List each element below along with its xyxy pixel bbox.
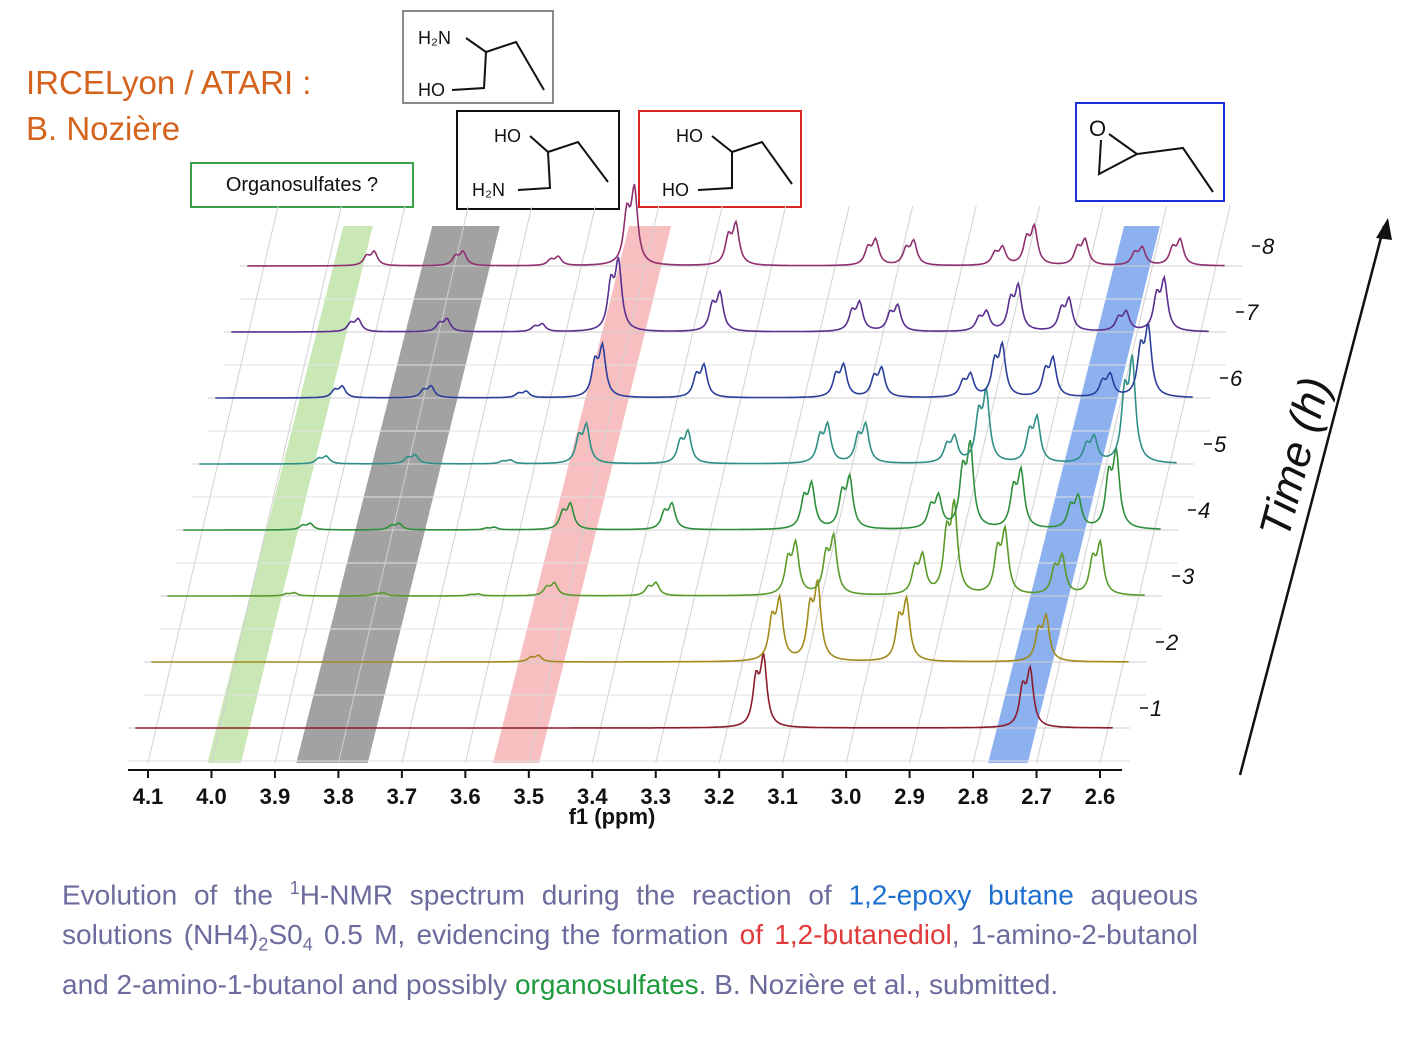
- grid-col-line: [972, 205, 1104, 764]
- time-axis: 1 2 3 4 5 6 7 8: [1140, 234, 1275, 721]
- amino1-skeleton: H₂N HO: [418, 28, 545, 100]
- time-axis-label: Time (h): [1250, 372, 1340, 543]
- spectrum-series: [199, 354, 1177, 465]
- grid-col-line: [1099, 205, 1231, 764]
- structure-1-2-butanediol: HO HO: [638, 110, 802, 208]
- caption-part-6: , 1-amino-2-butanol and 2-amino-1-butano…: [62, 919, 1199, 1000]
- caption-sub-1: 2: [258, 934, 269, 955]
- grid-col-line: [401, 205, 533, 764]
- caption-organosulfates: organosulfates: [514, 968, 699, 1000]
- spectrum-series: [215, 322, 1193, 399]
- time-tick-label: 5: [1214, 432, 1227, 457]
- spectrum-series: [231, 256, 1209, 333]
- x-tick-label: 3.0: [831, 784, 862, 809]
- amino2-top-label: HO: [494, 126, 521, 146]
- x-tick-label: 3.4: [577, 784, 608, 809]
- time-arrow-line: [1238, 225, 1386, 776]
- spectrum-series: [135, 652, 1113, 729]
- epoxide-oxygen-label: O: [1089, 116, 1106, 141]
- grid-col-line: [528, 205, 660, 764]
- epoxide-skeleton: O: [1089, 116, 1214, 193]
- caption-epoxy: 1,2-epoxy butane: [848, 879, 1074, 911]
- spectrum-series: [167, 498, 1145, 597]
- diol-skeleton: HO HO: [662, 126, 793, 200]
- time-tick-label: 8: [1262, 234, 1275, 259]
- caption-part-2: H-NMR spectrum during the reaction of: [299, 879, 849, 911]
- caption-sub-2: 4: [302, 934, 313, 955]
- spectra-series: [135, 183, 1225, 729]
- x-tick-label: 4.1: [133, 784, 164, 809]
- time-tick-label: 4: [1198, 498, 1210, 523]
- structure-1-2-epoxybutane: O: [1075, 102, 1225, 202]
- spectrum-series: [247, 183, 1225, 267]
- x-tick-label: 3.8: [323, 784, 354, 809]
- x-tick-label: 2.6: [1085, 784, 1116, 809]
- spectrum-series: [151, 579, 1129, 663]
- x-tick-label: 3.6: [450, 784, 481, 809]
- time-arrow-head: [1376, 218, 1392, 240]
- credit-line-1: IRCELyon / ATARI :: [26, 64, 312, 101]
- nmr-waterfall-plot: 4.1 4.0 3.9 3.8 3.7 3.6 3.5 3.4 3.3 3.2 3.1 3.0 2.9 2…: [128, 183, 1392, 829]
- grid-col-line: [274, 205, 406, 764]
- x-tick-label: 3.5: [514, 784, 545, 809]
- time-tick-label: 1: [1150, 696, 1162, 721]
- grid-col-line: [591, 205, 723, 764]
- credit-line-2: B. Nozière: [26, 110, 181, 147]
- x-tick-label: 3.3: [640, 784, 671, 809]
- time-tick-label: 2: [1165, 630, 1178, 655]
- grid-col-line: [655, 205, 787, 764]
- credit-block: IRCELyon / ATARI : B. Nozière: [26, 60, 311, 152]
- structure-1-amino-2-butanol: HO H₂N: [456, 110, 620, 210]
- x-axis: 4.1 4.0 3.9 3.8 3.7 3.6 3.5 3.4 3.3 3.2 3.1 3.0 2.9 2…: [128, 769, 1122, 809]
- x-tick-label: 3.1: [767, 784, 798, 809]
- grid-col-line: [210, 205, 342, 764]
- amino1-bottom-label: HO: [418, 80, 445, 100]
- caption-part-4: S0: [268, 919, 303, 951]
- grid-col-line: [147, 205, 279, 764]
- caption-part-7: . B. Nozière et al., submitted.: [698, 968, 1059, 1000]
- figure-caption: Evolution of the 1H-NMR spectrum during …: [62, 868, 1198, 1005]
- time-tick-label: 7: [1246, 300, 1259, 325]
- organosulfates-label: Organosulfates ?: [190, 162, 414, 208]
- grid-col-line: [845, 205, 977, 764]
- diol-bottom-label: HO: [662, 180, 689, 200]
- highlight-band: [493, 226, 672, 763]
- time-tick-label: 6: [1230, 366, 1243, 391]
- highlight-bands: [207, 226, 1160, 763]
- x-tick-label: 4.0: [196, 784, 227, 809]
- x-axis-label: f1 (ppm): [569, 804, 656, 829]
- grid-col-line: [337, 205, 469, 764]
- spectrum-series: [183, 439, 1161, 531]
- caption-sup-1: 1: [289, 878, 300, 898]
- caption-part-5: 0.5 M, evidencing the formation: [312, 919, 740, 951]
- diol-top-label: HO: [676, 126, 703, 146]
- grid-col-line: [1036, 205, 1168, 764]
- caption-part-3: aqueous solutions (NH4): [62, 879, 1198, 951]
- x-tick-label: 3.7: [387, 784, 418, 809]
- amino1-top-label: H₂N: [418, 28, 451, 48]
- x-tick-label: 2.8: [958, 784, 989, 809]
- x-tick-label: 2.9: [894, 784, 925, 809]
- structure-2-amino-1-butanol: H₂N HO: [402, 10, 554, 104]
- time-tick-label: 3: [1182, 564, 1195, 589]
- x-tick-label: 3.2: [704, 784, 735, 809]
- grid-col-line: [718, 205, 850, 764]
- caption-part-1: Evolution of the: [62, 879, 290, 911]
- x-tick-label: 3.9: [260, 784, 291, 809]
- grid-col-line: [464, 205, 596, 764]
- x-tick-label: 2.7: [1021, 784, 1052, 809]
- highlight-band: [988, 226, 1160, 763]
- amino2-bottom-label: H₂N: [472, 180, 505, 200]
- caption-butanediol: of 1,2-butanediol: [739, 919, 952, 951]
- amino2-skeleton: HO H₂N: [472, 126, 609, 200]
